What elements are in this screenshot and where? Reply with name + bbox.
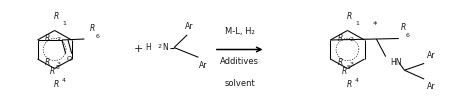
Text: 4: 4 — [62, 78, 66, 83]
Text: Ar: Ar — [426, 82, 435, 91]
Text: O: O — [67, 56, 72, 62]
Text: 6: 6 — [95, 34, 99, 39]
Text: $R$: $R$ — [49, 65, 56, 76]
Text: 3: 3 — [56, 62, 61, 67]
Text: 2: 2 — [157, 44, 162, 49]
Text: $R$: $R$ — [337, 56, 344, 67]
Text: HN: HN — [391, 58, 402, 67]
Text: 1: 1 — [62, 21, 66, 26]
Text: +: + — [134, 44, 144, 55]
Text: $R$: $R$ — [89, 22, 96, 33]
Text: Ar: Ar — [185, 22, 194, 31]
Text: 1: 1 — [355, 21, 359, 26]
Text: $R$: $R$ — [337, 32, 344, 43]
Text: $R$: $R$ — [44, 32, 51, 43]
Text: M-L, H₂: M-L, H₂ — [225, 27, 255, 36]
Text: $R$: $R$ — [53, 78, 59, 89]
Text: Additives: Additives — [220, 57, 259, 66]
Text: Ar: Ar — [426, 51, 435, 60]
Text: 6: 6 — [406, 33, 410, 38]
Text: $R$: $R$ — [53, 10, 59, 21]
Text: 5: 5 — [55, 65, 59, 70]
Text: $R$: $R$ — [400, 21, 407, 32]
Text: Ar: Ar — [199, 61, 207, 70]
Text: H: H — [145, 43, 151, 52]
Text: 3: 3 — [350, 62, 353, 67]
Text: $R$: $R$ — [341, 65, 347, 76]
Text: *: * — [373, 21, 378, 30]
Text: N: N — [162, 43, 168, 52]
Text: $R$: $R$ — [345, 10, 352, 21]
Text: $R$: $R$ — [44, 56, 51, 67]
Text: 4: 4 — [355, 78, 359, 83]
Text: 2: 2 — [350, 37, 353, 42]
Text: solvent: solvent — [224, 79, 255, 88]
Text: 5: 5 — [347, 65, 351, 70]
Text: 2: 2 — [56, 37, 61, 42]
Text: $R$: $R$ — [345, 78, 352, 89]
